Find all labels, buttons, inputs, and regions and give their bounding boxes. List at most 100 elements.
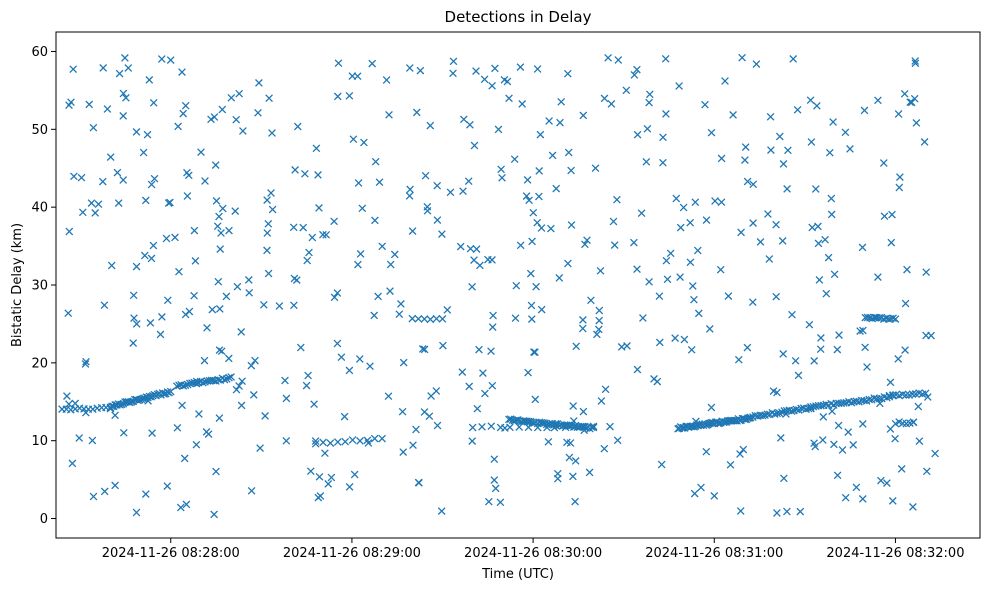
- data-point: [859, 326, 867, 335]
- data-point: [478, 422, 486, 431]
- data-point: [140, 251, 149, 260]
- data-point: [398, 407, 407, 416]
- y-tick-label: 20: [31, 356, 48, 371]
- data-point: [146, 319, 155, 327]
- data-point: [530, 348, 538, 356]
- data-point: [736, 450, 744, 458]
- data-point: [686, 258, 695, 267]
- data-point: [65, 400, 73, 408]
- data-point: [98, 177, 107, 186]
- data-point: [199, 378, 207, 387]
- data-point: [680, 335, 689, 344]
- x-tick-label: 2024-11-26 08:32:00: [826, 546, 964, 561]
- data-point: [571, 497, 579, 506]
- data-point: [268, 129, 276, 137]
- data-point: [382, 76, 391, 84]
- data-point: [583, 236, 591, 245]
- data-point: [896, 173, 904, 181]
- data-point: [420, 345, 429, 354]
- y-tick-label: 60: [31, 45, 48, 60]
- data-point: [150, 174, 159, 183]
- data-point: [247, 361, 256, 370]
- data-point: [505, 94, 513, 103]
- data-point: [743, 343, 752, 352]
- data-point: [526, 269, 535, 278]
- data-point: [438, 230, 446, 238]
- data-point: [827, 210, 836, 219]
- data-point: [533, 218, 542, 227]
- data-point: [468, 437, 477, 445]
- data-point: [464, 177, 473, 186]
- data-point: [390, 250, 399, 259]
- data-point: [887, 238, 896, 247]
- data-point: [399, 358, 408, 367]
- data-point: [650, 375, 658, 383]
- data-point: [345, 366, 354, 375]
- data-point: [814, 222, 822, 231]
- data-point: [70, 172, 78, 181]
- data-point: [580, 426, 589, 435]
- data-point: [591, 164, 600, 173]
- data-point: [119, 176, 128, 184]
- data-point: [163, 296, 172, 305]
- data-point: [132, 262, 141, 271]
- data-point: [841, 493, 850, 502]
- data-point: [190, 226, 199, 235]
- data-point: [466, 244, 475, 253]
- data-point: [225, 373, 233, 382]
- data-point: [846, 145, 854, 153]
- data-point: [891, 315, 900, 323]
- data-point: [263, 196, 271, 204]
- data-point: [630, 238, 638, 247]
- data-point: [775, 409, 784, 418]
- data-point: [282, 436, 291, 445]
- data-point: [824, 253, 833, 262]
- data-point: [149, 98, 158, 107]
- data-point: [883, 479, 891, 487]
- data-point: [218, 204, 227, 213]
- data-point: [115, 69, 124, 78]
- data-point: [908, 390, 917, 398]
- data-point: [119, 428, 128, 437]
- data-point: [306, 467, 315, 476]
- data-point: [256, 444, 264, 452]
- data-point: [263, 229, 272, 237]
- data-point: [141, 196, 150, 205]
- data-point: [663, 275, 672, 284]
- data-point: [531, 395, 540, 404]
- x-tick-label: 2024-11-26 08:28:00: [102, 546, 240, 561]
- data-point: [412, 425, 420, 434]
- data-point: [212, 197, 221, 205]
- data-point: [281, 376, 289, 385]
- data-point: [633, 130, 642, 139]
- data-point: [139, 148, 148, 157]
- data-point: [348, 436, 357, 444]
- y-tick-label: 50: [31, 123, 48, 138]
- data-point: [358, 204, 367, 213]
- data-point: [480, 75, 489, 84]
- data-point: [215, 414, 224, 422]
- data-point: [395, 310, 404, 319]
- data-point: [312, 144, 321, 153]
- data-point: [326, 439, 335, 447]
- data-point: [399, 448, 408, 456]
- data-point: [676, 223, 685, 232]
- data-point: [518, 100, 527, 108]
- data-point: [384, 392, 393, 401]
- data-point: [69, 65, 78, 74]
- data-point: [766, 112, 775, 121]
- data-point: [166, 198, 174, 207]
- data-point: [472, 245, 481, 253]
- data-point: [888, 497, 897, 505]
- data-point: [473, 404, 482, 413]
- data-point: [214, 277, 223, 286]
- data-point: [420, 315, 429, 323]
- data-point: [763, 410, 772, 419]
- data-point: [181, 381, 190, 390]
- data-point: [524, 368, 532, 377]
- data-point: [613, 195, 621, 204]
- data-point: [172, 382, 181, 391]
- data-point: [244, 276, 253, 284]
- data-point: [567, 166, 575, 175]
- data-point: [679, 203, 688, 212]
